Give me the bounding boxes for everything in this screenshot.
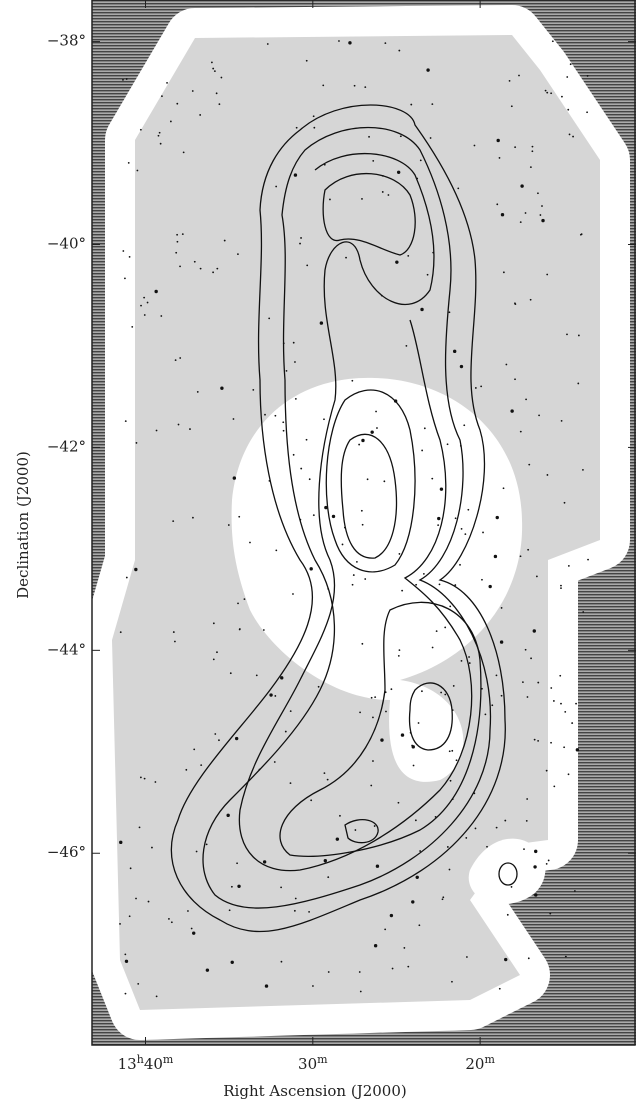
y-tick-label: −38° bbox=[47, 32, 86, 50]
y-axis-label: Declination (J2000) bbox=[14, 451, 32, 599]
y-tick-label: −40° bbox=[47, 235, 86, 253]
y-tick-label: −46° bbox=[47, 843, 86, 861]
y-tick-label: −44° bbox=[47, 640, 86, 658]
y-tick-label: −42° bbox=[47, 437, 86, 455]
x-axis-label: Right Ascension (J2000) bbox=[223, 1082, 406, 1100]
x-tick-label: 20m bbox=[465, 1053, 495, 1073]
map bbox=[92, 0, 636, 1045]
x-tick-label: 13h40m bbox=[118, 1053, 174, 1073]
x-tick-label: 30m bbox=[298, 1053, 328, 1073]
chart: Right Ascension (J2000) Declination (J20… bbox=[0, 0, 636, 1112]
